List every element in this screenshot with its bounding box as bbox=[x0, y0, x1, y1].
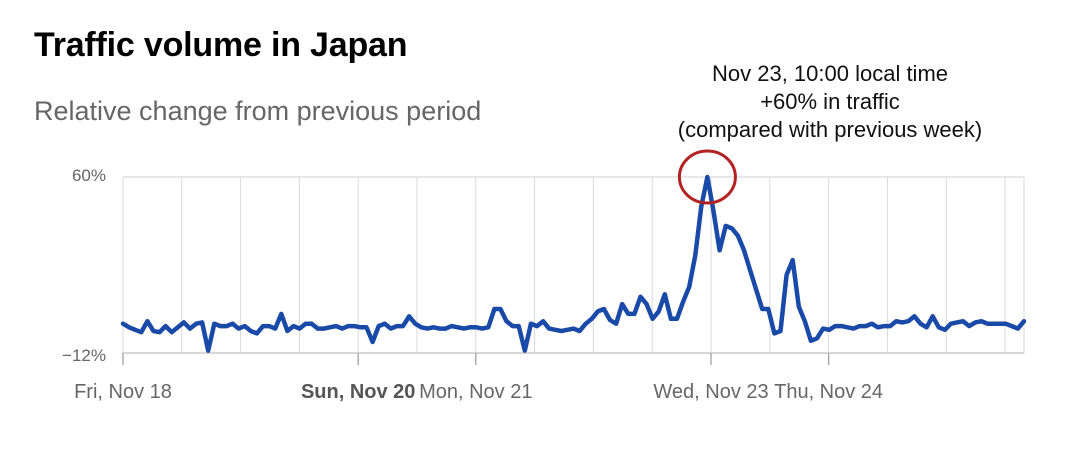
chart-title: Traffic volume in Japan bbox=[34, 26, 408, 64]
y-tick-label-top: 60% bbox=[72, 166, 106, 185]
x-tick-label-3: Wed, Nov 23 bbox=[653, 381, 768, 403]
peak-annotation: Nov 23, 10:00 local time +60% in traffic… bbox=[600, 60, 1060, 144]
x-tick-label-0: Fri, Nov 18 bbox=[74, 381, 172, 403]
annotation-line-2: +60% in traffic bbox=[760, 89, 900, 114]
x-tick-label-1: Sun, Nov 20 bbox=[301, 381, 415, 403]
x-tick-label-2: Mon, Nov 21 bbox=[419, 381, 532, 403]
y-tick-label-bottom: −12% bbox=[62, 346, 106, 365]
x-tick-label-4: Thu, Nov 24 bbox=[774, 381, 883, 403]
chart-subtitle: Relative change from previous period bbox=[34, 96, 482, 126]
traffic-series-line bbox=[120, 174, 1027, 353]
x-axis-ticks: Fri, Nov 18 Sun, Nov 20 Mon, Nov 21 Wed, No… bbox=[74, 353, 883, 403]
annotation-line-1: Nov 23, 10:00 local time bbox=[711, 61, 949, 86]
annotation-line-3: (compared with previous week) bbox=[677, 117, 983, 142]
peak-highlight-circle bbox=[677, 149, 737, 205]
